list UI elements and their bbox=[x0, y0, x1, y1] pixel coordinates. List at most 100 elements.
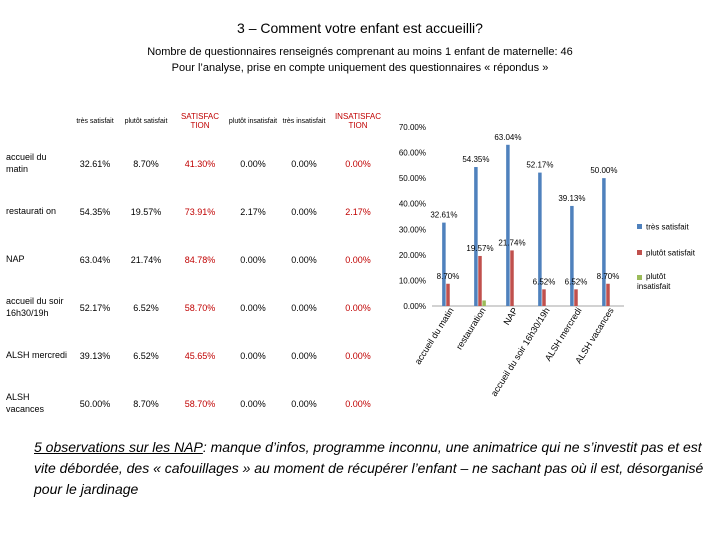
y-tick-label: 20.00% bbox=[399, 251, 426, 260]
table-cell: 39.13% bbox=[79, 351, 111, 361]
bar bbox=[542, 289, 546, 306]
row-label: accueil du matin bbox=[6, 152, 47, 174]
slide-title: 3 – Comment votre enfant est accueilli? bbox=[237, 20, 483, 36]
slide-subtitle-line2: Pour l’analyse, prise en compte uniqueme… bbox=[171, 62, 549, 74]
table-cell: 58.70% bbox=[184, 399, 216, 409]
data-label: 32.61% bbox=[430, 211, 457, 220]
legend-item-plutot-satisfait: plutôt satisfait bbox=[637, 248, 695, 257]
data-label: 19.57% bbox=[466, 244, 493, 253]
bar bbox=[474, 167, 478, 306]
observations-body: : manque d’infos, programme inconnu, une… bbox=[34, 439, 704, 497]
bar bbox=[510, 250, 514, 306]
bar bbox=[446, 283, 450, 306]
table-row: ALSH mercredi 39.13% 6.52% 45.65% 0.00% … bbox=[6, 332, 386, 380]
legend-swatch bbox=[637, 275, 642, 280]
table-row: restaurati on 54.35% 19.57% 73.91% 2.17%… bbox=[6, 188, 386, 236]
table-cell: 32.61% bbox=[79, 159, 111, 169]
legend-swatch bbox=[637, 250, 642, 256]
category-label: accueil du soir 16h30/19h bbox=[489, 306, 552, 398]
table-cell: 0.00% bbox=[345, 303, 371, 313]
y-tick-label: 30.00% bbox=[399, 225, 426, 234]
table-cell: 73.91% bbox=[184, 207, 216, 217]
bar bbox=[570, 205, 574, 306]
table-cell: 0.00% bbox=[240, 159, 266, 169]
y-tick-label: 10.00% bbox=[399, 276, 426, 285]
table-cell: 50.00% bbox=[79, 399, 111, 409]
column-header: plutôt insatisfait bbox=[228, 117, 278, 125]
table-cell: 0.00% bbox=[240, 255, 266, 265]
column-header: INSATISFAC TION bbox=[334, 112, 382, 130]
bar bbox=[506, 144, 510, 306]
row-label: ALSH vacances bbox=[6, 392, 45, 414]
table-cell: 41.30% bbox=[184, 159, 216, 169]
table-cell: 0.00% bbox=[291, 255, 317, 265]
bar bbox=[482, 300, 486, 306]
row-label: restaurati on bbox=[6, 206, 57, 217]
table-cell: 0.00% bbox=[240, 399, 266, 409]
table-cell: 0.00% bbox=[345, 351, 371, 361]
y-tick-label: 40.00% bbox=[399, 200, 426, 209]
table-cell: 6.52% bbox=[133, 303, 159, 313]
table-row: accueil du soir 16h30/19h 52.17% 6.52% 5… bbox=[6, 284, 386, 332]
table-cell: 8.70% bbox=[133, 159, 159, 169]
data-label: 8.70% bbox=[437, 272, 460, 281]
bar bbox=[478, 255, 482, 306]
data-label: 21.74% bbox=[498, 238, 525, 247]
table-cell: 8.70% bbox=[133, 399, 159, 409]
legend-label: très satisfait bbox=[646, 222, 689, 232]
bar bbox=[442, 222, 446, 306]
table-cell: 2.17% bbox=[240, 207, 266, 217]
column-header: plutôt satisfait bbox=[124, 117, 168, 125]
table-row: accueil du matin 32.61% 8.70% 41.30% 0.0… bbox=[6, 140, 386, 188]
table-row: NAP 63.04% 21.74% 84.78% 0.00% 0.00% 0.0… bbox=[6, 236, 386, 284]
table-cell: 0.00% bbox=[291, 159, 317, 169]
table-cell: 0.00% bbox=[240, 303, 266, 313]
table-cell: 54.35% bbox=[79, 207, 111, 217]
table-header-row: très satisfait plutôt satisfait SATISFAC… bbox=[6, 102, 386, 140]
table-cell: 0.00% bbox=[291, 303, 317, 313]
row-label: ALSH mercredi bbox=[6, 350, 68, 361]
column-header: très insatisfait bbox=[282, 117, 326, 125]
bar bbox=[602, 178, 606, 306]
table-cell: 0.00% bbox=[345, 159, 371, 169]
legend-label: plutôt insatisfait bbox=[637, 272, 671, 292]
category-label: NAP bbox=[501, 306, 519, 327]
data-label: 52.17% bbox=[526, 161, 553, 170]
data-label: 63.04% bbox=[494, 133, 521, 142]
bar bbox=[606, 283, 610, 306]
results-table: très satisfait plutôt satisfait SATISFAC… bbox=[6, 102, 386, 428]
table-cell: 0.00% bbox=[240, 351, 266, 361]
table-cell: 63.04% bbox=[79, 255, 111, 265]
y-tick-label: 50.00% bbox=[399, 174, 426, 183]
table-cell: 0.00% bbox=[291, 399, 317, 409]
category-label: accueil du matin bbox=[413, 306, 456, 366]
observations-lead: 5 observations sur les NAP bbox=[34, 439, 203, 455]
data-label: 8.70% bbox=[597, 272, 620, 281]
column-header: très satisfait bbox=[76, 117, 114, 125]
data-label: 54.35% bbox=[462, 155, 489, 164]
category-label: restauration bbox=[454, 306, 488, 352]
table-cell: 19.57% bbox=[130, 207, 162, 217]
y-tick-label: 70.00% bbox=[399, 123, 426, 132]
legend-item-tres-satisfait: très satisfait bbox=[637, 222, 689, 231]
table-cell: 52.17% bbox=[79, 303, 111, 313]
table-cell: 6.52% bbox=[133, 351, 159, 361]
table-cell: 2.17% bbox=[345, 207, 371, 217]
data-label: 50.00% bbox=[590, 166, 617, 175]
table-row: ALSH vacances 50.00% 8.70% 58.70% 0.00% … bbox=[6, 380, 386, 428]
row-label: accueil du soir 16h30/19h bbox=[6, 296, 64, 318]
column-header: SATISFAC TION bbox=[180, 112, 220, 130]
table-cell: 58.70% bbox=[184, 303, 216, 313]
data-label: 6.52% bbox=[533, 277, 556, 286]
legend-swatch bbox=[637, 224, 642, 230]
data-label: 39.13% bbox=[558, 194, 585, 203]
table-cell: 0.00% bbox=[291, 351, 317, 361]
table-cell: 21.74% bbox=[130, 255, 162, 265]
legend-label: plutôt satisfait bbox=[646, 248, 695, 258]
legend-item-plutot-insatisfait: plutôt insatisfait bbox=[637, 272, 697, 292]
y-tick-label: 60.00% bbox=[399, 149, 426, 158]
data-label: 6.52% bbox=[565, 277, 588, 286]
bar bbox=[574, 289, 578, 306]
slide-subtitle-line1: Nombre de questionnaires renseignés comp… bbox=[147, 46, 573, 58]
